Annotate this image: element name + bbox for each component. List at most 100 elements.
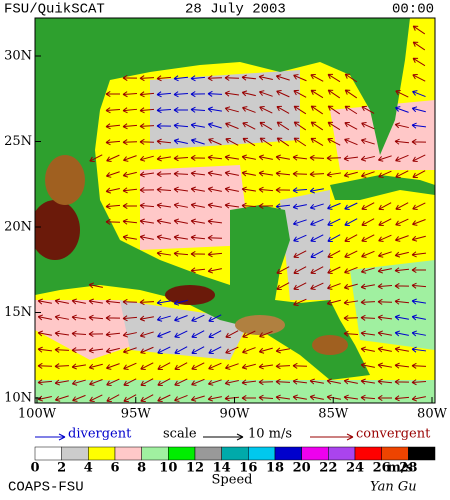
wind-arrow bbox=[173, 186, 189, 193]
wind-arrow bbox=[224, 186, 239, 193]
wind-arrow bbox=[139, 234, 154, 241]
wind-arrow bbox=[173, 138, 188, 145]
wind-arrow bbox=[105, 218, 121, 225]
wind-arrow bbox=[292, 154, 308, 161]
wind-arrow bbox=[310, 89, 324, 99]
wind-arrow bbox=[88, 298, 103, 305]
wind-arrow bbox=[72, 394, 86, 402]
wind-arrow bbox=[122, 331, 137, 338]
wind-arrow bbox=[156, 315, 171, 322]
wind-arrow bbox=[37, 314, 52, 321]
colorbar-label: 4 bbox=[84, 461, 93, 476]
lat-label: 30N bbox=[4, 49, 32, 64]
wind-arrow bbox=[276, 121, 290, 131]
wind-arrow bbox=[326, 171, 341, 178]
wind-arrow bbox=[241, 202, 257, 209]
wind-arrow bbox=[394, 346, 409, 353]
wind-arrow bbox=[139, 155, 154, 162]
colorbar-unit: m/s bbox=[387, 461, 413, 476]
wind-arrow bbox=[411, 122, 427, 129]
wind-arrow bbox=[224, 170, 239, 177]
legend-arrow bbox=[236, 433, 244, 441]
wind-arrow bbox=[377, 298, 393, 305]
lon-label: 80W bbox=[417, 407, 448, 422]
wind-arrow bbox=[157, 394, 171, 402]
wind-arrow bbox=[327, 250, 341, 259]
wind-arrow bbox=[173, 170, 189, 177]
wind-arrow bbox=[327, 266, 341, 274]
wind-arrow bbox=[224, 106, 239, 113]
wind-arrow bbox=[361, 171, 375, 178]
lat-label: 20N bbox=[4, 220, 32, 235]
wind-arrow bbox=[190, 91, 206, 98]
colorbar-cell bbox=[168, 446, 196, 461]
wind-arrow bbox=[88, 331, 104, 338]
colorbar-label: 14 bbox=[213, 461, 231, 476]
wind-arrow bbox=[309, 203, 324, 210]
wind-arrow bbox=[411, 106, 426, 113]
wind-arrow bbox=[190, 154, 206, 161]
wind-arrow bbox=[361, 250, 375, 258]
wind-arrow bbox=[140, 394, 154, 403]
wind-arrow bbox=[361, 105, 375, 114]
wind-arrow bbox=[412, 57, 426, 67]
wind-arrow bbox=[293, 137, 307, 147]
wind-arrow bbox=[224, 74, 240, 81]
wind-arrow bbox=[123, 362, 137, 370]
wind-arrow bbox=[411, 282, 427, 289]
colorbar-label: 6 bbox=[110, 461, 119, 476]
wind-arrow bbox=[156, 186, 172, 193]
wind-arrow bbox=[174, 346, 188, 355]
wind-arrow bbox=[327, 73, 341, 83]
wind-arrow bbox=[190, 122, 205, 129]
wind-arrow bbox=[412, 219, 426, 226]
wind-arrow bbox=[395, 170, 409, 179]
wind-arrow bbox=[173, 299, 188, 306]
wind-arrow bbox=[190, 170, 206, 177]
wind-arrow bbox=[361, 218, 375, 227]
wind-arrow bbox=[310, 282, 324, 290]
wind-arrow bbox=[275, 186, 291, 193]
wind-arrow bbox=[258, 363, 273, 370]
wind-arrow bbox=[207, 170, 222, 177]
colorbar-cell bbox=[221, 446, 249, 461]
wind-arrow bbox=[259, 121, 273, 130]
wind-arrow bbox=[156, 91, 172, 98]
wind-arrow bbox=[258, 170, 273, 177]
wind-arrow bbox=[71, 330, 87, 337]
wind-arrow bbox=[122, 298, 138, 305]
wind-arrow bbox=[394, 122, 409, 129]
wind-arrow bbox=[207, 379, 222, 386]
land bbox=[330, 175, 435, 200]
wind-arrow bbox=[343, 315, 359, 322]
wind-arrow bbox=[106, 363, 120, 370]
wind-arrow bbox=[394, 314, 409, 321]
wind-arrow bbox=[139, 315, 154, 322]
wind-arrow bbox=[37, 346, 53, 353]
wind-arrow bbox=[173, 75, 189, 82]
wind-arrow bbox=[122, 234, 137, 241]
wind-arrow bbox=[378, 170, 392, 178]
wind-arrow bbox=[394, 330, 409, 337]
wind-arrow bbox=[190, 106, 206, 113]
wind-arrow bbox=[122, 187, 138, 194]
wind-arrow bbox=[156, 250, 171, 257]
wind-arrow bbox=[412, 25, 426, 35]
wind-arrow bbox=[276, 137, 290, 147]
wind-arrow bbox=[224, 202, 240, 209]
wind-arrow bbox=[360, 378, 375, 385]
wind-arrow bbox=[360, 314, 376, 321]
wind-arrow bbox=[411, 298, 426, 305]
colorbar-cell bbox=[248, 446, 276, 461]
wind-arrow bbox=[377, 394, 393, 402]
wind-arrow bbox=[310, 121, 324, 131]
wind-arrow bbox=[191, 314, 205, 322]
wind-arrow bbox=[411, 314, 426, 321]
wind-arrow bbox=[310, 218, 324, 226]
wind-arrow bbox=[156, 122, 172, 129]
wind-arrow bbox=[327, 202, 341, 210]
wind-arrow bbox=[310, 137, 324, 147]
wind-arrow bbox=[293, 74, 307, 82]
wind-arrow bbox=[156, 299, 171, 306]
